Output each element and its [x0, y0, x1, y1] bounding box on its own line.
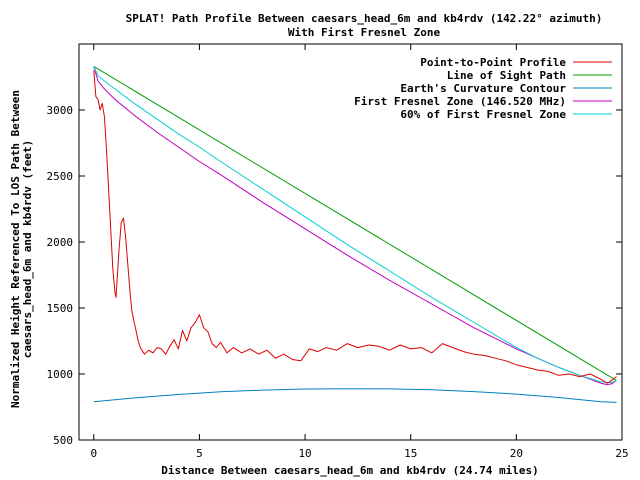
x-tick-label: 25 [615, 447, 628, 460]
series-line-earth-s-curvature-contour [93, 388, 617, 403]
x-axis-label: Distance Between caesars_head_6m and kb4… [161, 464, 539, 477]
y-axis-label-line1: Normalized Height Referenced To LOS Path… [9, 90, 22, 408]
series-line-line-of-sight-path [93, 65, 617, 382]
legend-label: Line of Sight Path [447, 69, 566, 82]
axis-ticks: 0 5 10 15 20 25 500 1000 1500 2000 2500 3000 [47, 44, 629, 460]
y-tick-label: 1000 [47, 368, 74, 381]
x-tick-label: 10 [298, 447, 311, 460]
chart-subtitle: With First Fresnel Zone [288, 26, 441, 39]
legend-label: 60% of First Fresnel Zone [400, 108, 566, 121]
y-tick-label: 500 [53, 434, 73, 447]
y-tick-label: 2500 [47, 170, 74, 183]
x-tick-label: 20 [510, 447, 523, 460]
y-tick-label: 1500 [47, 302, 74, 315]
y-tick-label: 3000 [47, 104, 74, 117]
series-line-point-to-point-profile [93, 70, 617, 384]
y-tick-label: 2000 [47, 236, 74, 249]
series-layer [93, 65, 617, 403]
series-line-60-of-first-fresnel-zone [93, 66, 617, 384]
chart-title: SPLAT! Path Profile Between caesars_head… [126, 12, 603, 25]
x-tick-label: 15 [404, 447, 417, 460]
x-tick-label: 5 [196, 447, 203, 460]
y-axis-label-line2: caesars_head_6m and kb4rdv (feet) [21, 140, 34, 359]
legend-label: First Fresnel Zone (146.520 MHz) [354, 95, 566, 108]
legend-label: Earth's Curvature Contour [400, 82, 566, 95]
x-tick-label: 0 [90, 447, 97, 460]
legend-label: Point-to-Point Profile [420, 56, 566, 69]
